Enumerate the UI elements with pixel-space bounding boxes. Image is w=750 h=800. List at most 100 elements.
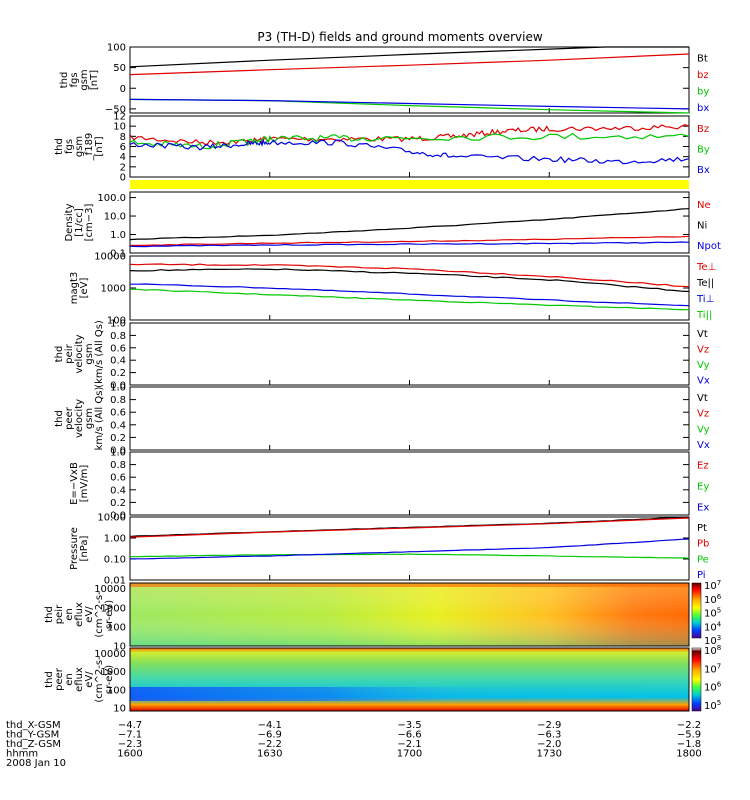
x-axis-row-value: −1.8: [677, 739, 701, 750]
x-axis-row-value: −2.9: [537, 720, 561, 731]
series-line: [129, 263, 690, 288]
legend-entry: Vy: [697, 360, 710, 371]
x-axis-row-value: −2.3: [118, 739, 142, 750]
x-axis-row-value: 1730: [537, 749, 562, 760]
y-tick-label: 0: [120, 84, 126, 95]
y-axis-label: [eV]: [79, 278, 90, 299]
legend-entry: Bt: [697, 53, 708, 64]
x-axis-row-value: −4.1: [258, 720, 282, 731]
x-axis-row-label: thd_Y-GSM: [6, 730, 59, 741]
colorbar-label-base: 10: [704, 581, 717, 592]
colorbar-label: 106: [704, 593, 722, 606]
y-tick-label: 0: [120, 173, 126, 184]
y-tick-label: 10000: [94, 252, 126, 263]
panel-frame: [129, 516, 690, 581]
legend-entry: Bz: [697, 124, 709, 135]
electron-spectrogram: [129, 647, 690, 712]
x-axis-row-value: −3.5: [397, 720, 421, 731]
y-tick-label: 100: [107, 43, 126, 54]
legend-entry: Bx: [697, 165, 710, 176]
y-axis-label: thd: [54, 410, 65, 427]
series-line: [130, 235, 690, 246]
y-axis-label: velocity: [74, 399, 85, 438]
colorbar-label-exponent: 8: [717, 644, 721, 652]
y-tick-label: 0.01: [104, 576, 126, 587]
y-tick-label: 0.0: [110, 446, 126, 457]
series-line: [130, 288, 690, 311]
series-line: [129, 46, 689, 68]
colorbar-label-exponent: 5: [717, 607, 721, 615]
panel-frame: [129, 451, 690, 516]
x-axis-row-value: −4.7: [118, 720, 142, 731]
colorbar-label-base: 10: [704, 609, 717, 620]
panel-p8: 1.00.8 0.60.4 0.2 0.0 E=−VxB [mV/m] Ez Ey Ex: [69, 448, 709, 522]
colorbar-label: 106: [704, 681, 722, 694]
x-axis-row-value: −6.3: [537, 730, 561, 741]
colorbar-label-base: 10: [704, 595, 717, 606]
colorbar-label-base: 10: [704, 622, 717, 633]
y-axis-label: (cm^2-s-: [94, 591, 105, 638]
legend-entry: Pe: [697, 554, 709, 565]
colorbar-label-exponent: 6: [717, 593, 722, 601]
panel-p5: 10000 1000 100 magt3 [eV] Te⊥ Te|| Ti⊥ Ti||: [69, 252, 716, 327]
y-axis-label: [mV/m]: [79, 465, 90, 503]
colorbar-label: 108: [704, 644, 721, 657]
legend-entry: Pt: [697, 523, 707, 534]
y-axis-label: gsm: [74, 136, 85, 157]
y-axis-label: E=−VxB: [69, 462, 80, 505]
series-line: [129, 268, 690, 293]
y-axis-label: [cm−3]: [84, 204, 95, 242]
ion-spectrogram-frame: [129, 582, 690, 647]
y-tick-label: 0.6: [110, 408, 126, 419]
y-axis-label: [1/cc]: [74, 208, 85, 237]
panel-frame: [129, 322, 690, 386]
series-line: [129, 241, 690, 248]
y-tick-label: 0.8: [110, 331, 126, 342]
y-tick-label: 1.0: [110, 383, 126, 394]
y-tick-label: 0.8: [110, 460, 126, 471]
y-axis-label: peer: [64, 406, 75, 430]
series-line: [130, 283, 690, 307]
colorbar-label-base: 10: [704, 683, 717, 694]
y-tick-label: 100.0: [97, 193, 126, 204]
legend-entry: Te||: [696, 278, 714, 289]
colorbar-label: 103: [704, 634, 721, 647]
y-tick-label: 10000: [94, 584, 126, 595]
y-tick-label: 1000: [101, 603, 126, 614]
y-tick-label: 10: [113, 122, 126, 133]
y-tick-label: 8: [120, 132, 126, 143]
colorbar-label: 105: [704, 699, 721, 712]
x-axis-row-value: −6.6: [397, 730, 421, 741]
y-axis-label: thd: [44, 606, 55, 623]
y-axis-label: thd: [44, 671, 55, 688]
legend-entry: Npot: [697, 241, 721, 252]
ion-spectrogram-shading: [130, 583, 689, 646]
y-tick-label: 10: [113, 642, 126, 653]
x-axis-row-label: thd_X-GSM: [6, 720, 61, 731]
series-line: [129, 538, 690, 560]
y-tick-label: 100: [107, 316, 126, 327]
x-axis-row-value: −2.2: [677, 720, 701, 731]
x-axis-row-value: −2.2: [258, 739, 282, 750]
y-tick-label: 10: [113, 704, 126, 715]
colorbar-label-exponent: 3: [717, 634, 721, 642]
colorbar-label-exponent: 6: [717, 681, 722, 689]
legend-entry: Ez: [697, 461, 709, 472]
legend-entry: Te⊥: [696, 262, 716, 273]
y-axis-label: thd: [54, 138, 65, 155]
y-axis-label: [nT]: [94, 136, 105, 156]
y-axis-label: gsm: [79, 69, 90, 90]
colorbar-label: 105: [704, 607, 721, 620]
legend-entry: Ne: [697, 200, 711, 211]
legend-entry: Ex: [697, 503, 709, 514]
y-tick-label: 2: [120, 162, 126, 173]
series-line: [129, 53, 690, 76]
y-tick-label: 0.4: [110, 420, 126, 431]
y-tick-label: 0.4: [110, 485, 126, 496]
y-axis-label: sr-eV): [104, 600, 115, 629]
y-tick-label: 0.4: [110, 356, 126, 367]
electron-spectrogram-image: [130, 648, 689, 711]
y-tick-label: 1000: [101, 667, 126, 678]
